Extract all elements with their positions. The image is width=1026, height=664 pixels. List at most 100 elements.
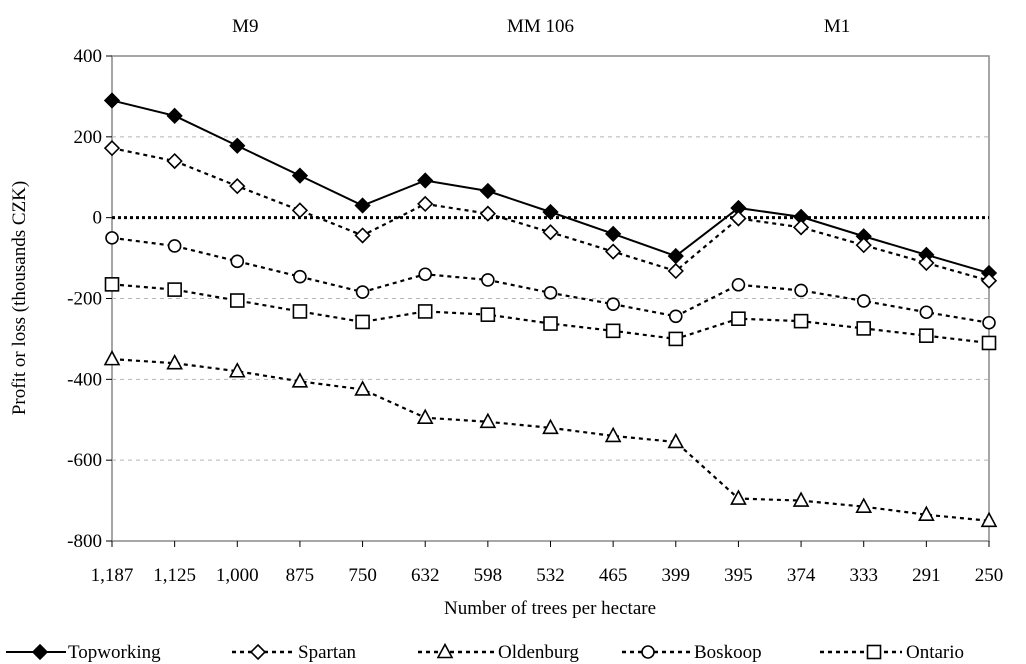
data-point-oldenburg xyxy=(416,408,434,425)
series-spartan xyxy=(103,140,998,289)
y-axis-title: Profit or loss (thousands CZK) xyxy=(9,181,30,415)
data-point-boskoop xyxy=(982,315,996,330)
data-point-topworking xyxy=(229,137,246,154)
data-point-oldenburg xyxy=(542,418,559,435)
data-point-ontario xyxy=(605,323,621,339)
data-point-topworking xyxy=(166,107,183,124)
y-tick-label: -800 xyxy=(67,531,102,552)
legend-marker-oldenburg xyxy=(436,642,454,659)
legend-item-spartan: Spartan xyxy=(232,642,357,663)
x-tick-label: 374 xyxy=(787,565,816,586)
x-tick-label: 532 xyxy=(536,565,565,586)
x-tick-label: 1,125 xyxy=(153,565,196,586)
data-point-spartan xyxy=(792,219,810,236)
data-point-ontario xyxy=(981,335,997,351)
x-tick-label: 291 xyxy=(912,565,941,586)
data-point-spartan xyxy=(166,152,183,170)
data-point-ontario xyxy=(167,282,182,297)
x-tick-label: 399 xyxy=(662,565,691,586)
data-point-ontario xyxy=(856,321,872,336)
data-point-boskoop xyxy=(355,285,370,299)
data-point-spartan xyxy=(291,202,309,219)
data-point-spartan xyxy=(229,178,246,195)
data-point-spartan xyxy=(918,254,935,272)
data-point-topworking xyxy=(542,203,559,221)
data-point-oldenburg xyxy=(980,511,998,528)
legend-label-boskoop: Boskoop xyxy=(694,642,762,663)
data-point-oldenburg xyxy=(291,372,309,388)
x-axis-ticks: 1,187 1,125 1,000 875 750 632 598 532 465 399 395 3… xyxy=(91,541,1004,586)
data-point-boskoop xyxy=(919,305,934,320)
gridlines xyxy=(112,136,989,461)
series-layer xyxy=(103,92,998,528)
data-point-oldenburg xyxy=(604,426,622,443)
y-axis-ticks: -800 -600 -400 -200 0 200 400 xyxy=(67,46,112,552)
data-point-boskoop xyxy=(105,231,119,245)
data-point-boskoop xyxy=(794,283,808,298)
data-point-topworking xyxy=(354,197,371,214)
group-label: M1 xyxy=(824,16,850,37)
data-point-ontario xyxy=(292,304,308,319)
data-point-spartan xyxy=(667,262,684,280)
data-point-spartan xyxy=(479,205,496,222)
data-point-oldenburg xyxy=(479,412,497,429)
data-point-topworking xyxy=(103,92,121,109)
data-point-spartan xyxy=(542,224,559,241)
data-point-boskoop xyxy=(167,239,182,253)
data-point-spartan xyxy=(605,243,622,260)
data-point-boskoop xyxy=(418,267,433,282)
legend-label-oldenburg: Oldenburg xyxy=(498,642,579,663)
legend-marker-topworking xyxy=(31,643,49,661)
x-axis-title: Number of trees per hectare xyxy=(444,598,656,619)
data-point-boskoop xyxy=(293,269,307,284)
legend-marker-ontario xyxy=(866,644,882,660)
y-tick-label: 200 xyxy=(74,127,103,148)
data-point-boskoop xyxy=(230,254,245,269)
x-tick-label: 598 xyxy=(474,565,503,586)
data-point-boskoop xyxy=(606,297,620,311)
data-point-boskoop xyxy=(481,273,495,287)
data-point-oldenburg xyxy=(855,497,873,513)
data-point-spartan xyxy=(417,195,434,213)
y-tick-label: -600 xyxy=(67,450,102,471)
legend-item-ontario: Ontario xyxy=(820,642,964,663)
series-boskoop xyxy=(105,231,996,330)
x-tick-label: 875 xyxy=(286,565,315,586)
y-tick-label: -400 xyxy=(67,369,102,390)
legend-item-oldenburg: Oldenburg xyxy=(418,642,579,663)
data-point-ontario xyxy=(480,307,496,322)
data-point-ontario xyxy=(793,313,809,329)
series-ontario xyxy=(104,277,997,351)
data-point-ontario xyxy=(668,331,684,347)
data-point-ontario xyxy=(731,311,746,327)
x-tick-label: 465 xyxy=(599,565,628,586)
data-point-spartan xyxy=(855,237,872,254)
legend-item-topworking: Topworking xyxy=(6,642,161,663)
data-point-ontario xyxy=(417,304,433,319)
data-point-oldenburg xyxy=(228,362,246,378)
data-point-spartan xyxy=(103,140,121,157)
x-tick-label: 395 xyxy=(724,565,753,586)
x-tick-label: 250 xyxy=(975,565,1004,586)
data-point-topworking xyxy=(291,167,309,184)
data-point-topworking xyxy=(479,182,496,200)
group-label: M9 xyxy=(232,16,258,37)
data-point-spartan xyxy=(730,210,747,227)
data-point-oldenburg xyxy=(730,489,747,505)
data-point-boskoop xyxy=(668,309,683,324)
data-point-ontario xyxy=(919,328,934,343)
data-point-topworking xyxy=(605,225,622,242)
legend-label-spartan: Spartan xyxy=(298,642,357,663)
legend-marker-spartan xyxy=(249,643,267,661)
group-label: MM 106 xyxy=(507,16,574,37)
data-point-boskoop xyxy=(731,277,746,292)
data-point-oldenburg xyxy=(918,505,935,522)
data-point-spartan xyxy=(354,227,371,244)
x-tick-label: 1,187 xyxy=(91,565,134,586)
series-oldenburg xyxy=(103,349,998,528)
data-point-oldenburg xyxy=(354,380,371,396)
data-point-ontario xyxy=(355,314,370,330)
data-point-oldenburg xyxy=(166,353,183,370)
rootstock-group-labels: M9 MM 106 M1 xyxy=(232,16,850,37)
y-tick-label: 400 xyxy=(74,46,103,67)
